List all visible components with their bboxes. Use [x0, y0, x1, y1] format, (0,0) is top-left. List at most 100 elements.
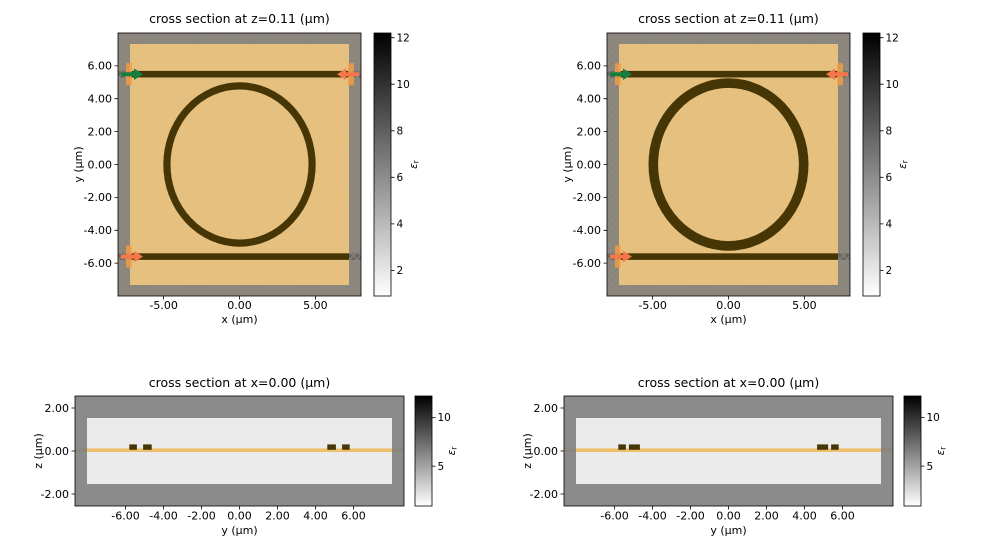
x-tick-label: 0.00: [227, 299, 252, 312]
colorbar-tick-label: 4: [886, 219, 893, 231]
ring-cross-section: [817, 444, 829, 450]
bus-waveguide-top: [118, 70, 361, 78]
y-tick-label: 2.00: [534, 402, 559, 415]
y-tick-label: 2.00: [45, 402, 70, 415]
y-axis-label: y (μm): [561, 146, 574, 182]
y-tick-label: 0.00: [45, 445, 70, 458]
y-tick-label: 2.00: [577, 125, 602, 138]
x-tick-label: 4.00: [792, 510, 817, 523]
x-ticks: [652, 296, 805, 300]
x-tick-label: -6.00: [600, 510, 628, 523]
title: cross section at x=0.00 (μm): [149, 375, 330, 390]
mode-source-arrow: [121, 68, 143, 80]
y-ticks: [603, 65, 607, 264]
colorbar-tick-label: 5: [927, 461, 934, 473]
colorbar-tick-label: 8: [886, 126, 893, 138]
bus-waveguide-bottom: [118, 253, 361, 260]
y-tick-label: -2.00: [84, 191, 112, 204]
x-axis-label: x (μm): [710, 313, 746, 326]
mode-source-arrow: [610, 68, 632, 80]
colorbar-tick-label: 5: [438, 461, 445, 473]
colorbar: [903, 395, 922, 507]
colorbar-tick-label: 10: [886, 79, 899, 91]
colorbar-ticks: [391, 37, 395, 271]
colorbar-tick-label: 12: [397, 33, 410, 45]
colorbar-tick-label: 12: [886, 33, 899, 45]
y-tick-label: 2.00: [88, 125, 113, 138]
pml-hatch: [564, 396, 893, 506]
y-axis-label: z (μm): [32, 433, 45, 469]
x-axis-label: y (μm): [221, 524, 257, 537]
mode-monitor-arrow: [826, 68, 848, 80]
x-tick-label: 6.00: [341, 510, 366, 523]
colorbar-label: εr: [408, 159, 421, 169]
x-tick-label: 6.00: [830, 510, 855, 523]
y-tick-label: 4.00: [577, 93, 602, 106]
x-tick-label: 2.00: [754, 510, 779, 523]
y-ticks: [71, 407, 75, 495]
colorbar-tick-label: 10: [927, 412, 940, 424]
x-tick-label: 0.00: [716, 510, 741, 523]
ring-resonator: [163, 82, 316, 247]
waveguide-cross-section: [831, 444, 839, 450]
substrate-slab: [75, 448, 404, 452]
x-tick-label: -5.00: [149, 299, 177, 312]
x-ticks: [614, 506, 843, 510]
y-tick-label: 6.00: [577, 60, 602, 73]
pml-hatch: [75, 396, 404, 506]
y-tick-label: -6.00: [84, 257, 112, 270]
y-tick-label: 0.00: [577, 158, 602, 171]
mode-monitor-arrow: [610, 250, 632, 263]
x-tick-label: -5.00: [638, 299, 666, 312]
colorbar-ticks: [880, 37, 884, 271]
x-tick-label: -2.00: [676, 510, 704, 523]
y-ticks: [560, 407, 564, 495]
colorbar: [373, 32, 392, 297]
colorbar-tick-label: 10: [397, 79, 410, 91]
x-tick-label: 2.00: [265, 510, 290, 523]
subplot-top-right: cross section at z=0.11 (μm) -5.00 0.00 …: [561, 11, 910, 326]
x-axis-label: x (μm): [221, 313, 257, 326]
colorbar-tick-label: 4: [397, 219, 404, 231]
subplot-bottom-right: cross section at x=0.00 (μm) -6.00 -4.00…: [521, 375, 948, 537]
title: cross section at x=0.00 (μm): [638, 375, 819, 390]
y-tick-label: -2.00: [41, 488, 69, 501]
subplot-bottom-left: cross section at x=0.00 (μm) -6.00 -4.00…: [32, 375, 459, 537]
y-tick-label: -4.00: [573, 224, 601, 237]
colorbar-ticks: [432, 417, 436, 467]
colorbar-tick-label: 2: [886, 265, 893, 277]
y-ticks: [114, 65, 118, 264]
y-tick-label: 0.00: [534, 445, 559, 458]
x-tick-label: -4.00: [638, 510, 666, 523]
mode-monitor-arrow: [337, 68, 359, 80]
subplot-top-left: cross section at z=0.11 (μm) -5.00 0.00 …: [72, 11, 421, 326]
x-tick-label: 0.00: [716, 299, 741, 312]
x-tick-label: 5.00: [792, 299, 817, 312]
x-tick-label: -4.00: [149, 510, 177, 523]
y-axis-label: z (μm): [521, 433, 534, 469]
title: cross section at z=0.11 (μm): [638, 11, 819, 26]
x-tick-label: 0.00: [227, 510, 252, 523]
x-ticks: [125, 506, 354, 510]
ring-cross-section: [143, 444, 152, 450]
ring-resonator: [648, 78, 809, 251]
x-tick-label: -2.00: [187, 510, 215, 523]
waveguide-cross-section: [618, 444, 626, 450]
y-tick-label: 4.00: [88, 93, 113, 106]
colorbar-tick-label: 8: [397, 126, 404, 138]
x-tick-label: 4.00: [303, 510, 328, 523]
colorbar: [862, 32, 881, 297]
y-tick-label: -2.00: [530, 488, 558, 501]
x-tick-label: 5.00: [303, 299, 328, 312]
ring-cross-section: [327, 444, 336, 450]
colorbar-label: εr: [446, 446, 459, 456]
colorbar-tick-label: 6: [886, 172, 893, 184]
y-axis-label: y (μm): [72, 146, 85, 182]
x-ticks: [163, 296, 316, 300]
y-tick-label: -4.00: [84, 224, 112, 237]
waveguide-cross-section: [129, 444, 137, 450]
substrate-slab: [564, 448, 893, 452]
bus-waveguide-top: [607, 70, 850, 78]
title: cross section at z=0.11 (μm): [149, 11, 330, 26]
